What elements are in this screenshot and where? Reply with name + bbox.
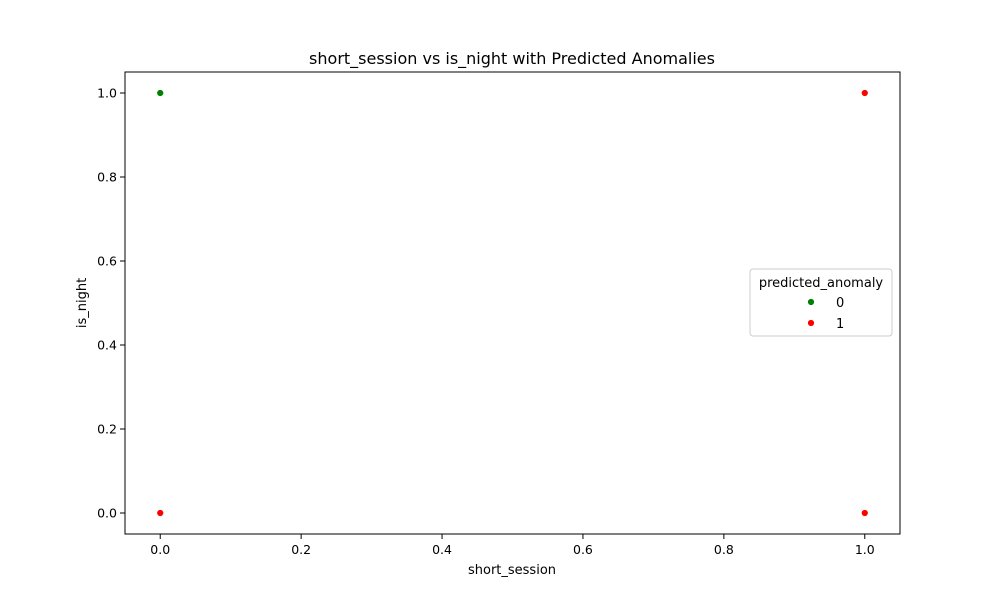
y-tick-label: 0.0: [97, 506, 117, 521]
legend-label-0: 0: [836, 296, 844, 311]
legend-box: [749, 268, 893, 337]
legend-marker-1: [807, 319, 815, 327]
legend-title: predicted_anomaly: [759, 276, 884, 291]
y-tick-label: 0.6: [97, 254, 117, 269]
y-tick-label: 1.0: [97, 86, 117, 101]
x-tick-label: 0.6: [573, 542, 593, 557]
x-tick-label: 0.8: [714, 542, 734, 557]
data-point-series-1: [860, 509, 869, 517]
plot-frame: [124, 71, 901, 535]
data-point-series-1: [860, 89, 869, 97]
plot-area: [156, 89, 869, 517]
x-tick-label: 0.2: [291, 542, 311, 557]
legend: predicted_anomaly 0 1: [749, 268, 893, 337]
y-tick-label: 0.8: [97, 170, 117, 185]
x-tick-label: 0.0: [150, 542, 170, 557]
y-tick-label: 0.2: [97, 422, 117, 437]
chart-title: short_session vs is_night with Predicted…: [309, 49, 715, 69]
data-point-series-0: [156, 89, 165, 97]
legend-marker-0: [807, 298, 815, 306]
y-tick-label: 0.4: [97, 338, 117, 353]
x-axis-label: short_session: [468, 563, 556, 578]
data-point-series-1: [156, 509, 165, 517]
legend-label-1: 1: [836, 317, 844, 332]
x-tick-label: 0.4: [432, 542, 452, 557]
y-axis-label: is_night: [75, 278, 90, 328]
x-tick-label: 1.0: [855, 542, 875, 557]
